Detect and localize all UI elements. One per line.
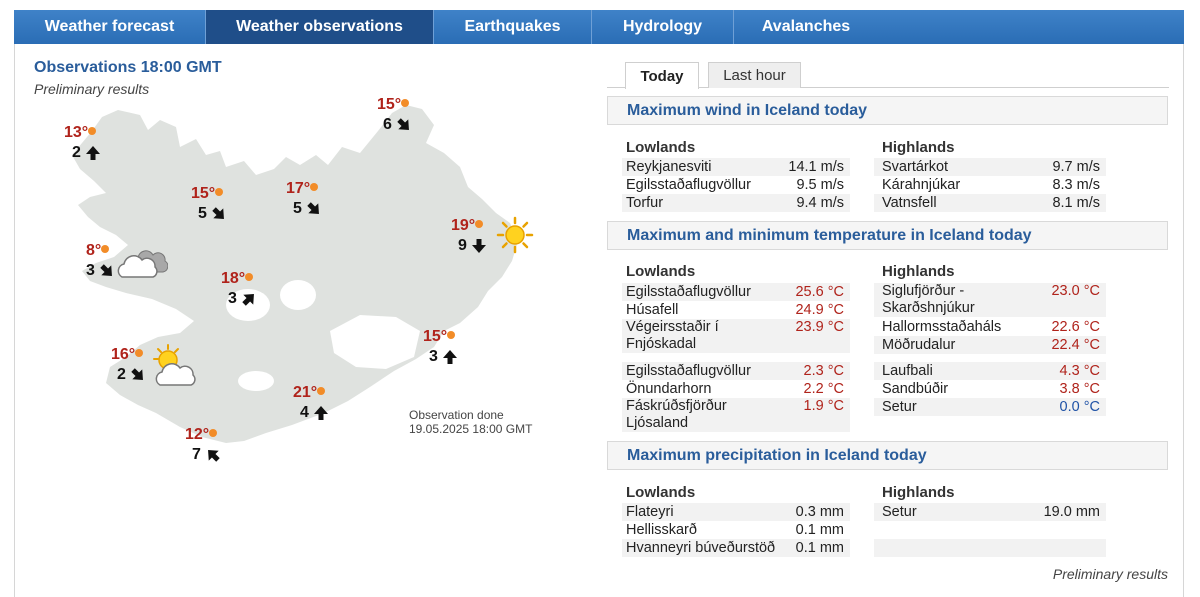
table-row: Flateyri 0.3 mm: [622, 503, 850, 521]
tab-hydrology[interactable]: Hydrology: [592, 10, 734, 44]
observation-time: Observation done 19.05.2025 18:00 GMT: [409, 408, 533, 436]
table-row: Sandbúðir 3.8 °C: [882, 381, 1100, 397]
tab-last-hour[interactable]: Last hour: [708, 62, 801, 88]
table-row: Hallormsstaðaháls 22.6 °C: [882, 319, 1100, 335]
lowlands-label: Lowlands: [626, 139, 696, 156]
tab-avalanches[interactable]: Avalanches: [761, 18, 851, 35]
empty-row: [874, 539, 1106, 557]
station-marker[interactable]: 21° 4: [293, 383, 329, 423]
wind-arrow-icon: [207, 449, 220, 462]
lowlands-label: Lowlands: [626, 263, 696, 280]
station-marker[interactable]: 15° 5: [191, 184, 227, 224]
station-marker[interactable]: 8° 3: [86, 241, 115, 281]
wind-section-title: Maximum wind in Iceland today: [607, 96, 1168, 125]
table-row: Hvanneyri búveðurstöð 0.1 mm: [622, 539, 850, 557]
cloud-icon: [117, 250, 168, 278]
station-marker[interactable]: 13° 2: [64, 123, 101, 163]
wind-arrow-icon: [471, 238, 486, 253]
table-row: Möðrudalur 22.4 °C: [874, 336, 1106, 354]
table-row: Setur 0.0 °C: [874, 398, 1106, 416]
table-row: Siglufjörður - Skarðshnjúkur 23.0 °C: [874, 283, 1106, 317]
tab-earthquakes[interactable]: Earthquakes: [434, 10, 592, 44]
highlands-label: Highlands: [882, 484, 955, 501]
station-marker[interactable]: 15° 6: [377, 95, 412, 135]
glacier-langjokull: [226, 289, 270, 321]
table-row: Vatnsfell 8.1 m/s: [874, 194, 1106, 212]
station-marker[interactable]: 17° 5: [286, 179, 322, 219]
wind-arrow-icon: [212, 207, 224, 219]
highlands-label: Highlands: [882, 263, 955, 280]
table-row: Egilsstaðaflugvöllur 9.5 m/s: [626, 177, 844, 193]
station-marker[interactable]: 16° 2: [111, 345, 146, 385]
tab-weather-observations[interactable]: Weather observations: [206, 10, 434, 44]
table-row: Húsafell 24.9 °C: [626, 302, 844, 318]
wind-arrow-icon: [100, 264, 112, 276]
wind-arrow-icon: [242, 293, 254, 306]
table-row: Svartárkot 9.7 m/s: [874, 158, 1106, 176]
wind-arrow-icon: [313, 405, 328, 420]
precipitation-section-title: Maximum precipitation in Iceland today: [607, 441, 1168, 470]
table-row: Végeirsstaðir í Fnjóskadal 23.9 °C: [622, 319, 850, 353]
sun-icon: [496, 216, 534, 254]
partly-cloudy-icon: [153, 344, 196, 386]
station-marker[interactable]: 12° 7: [185, 425, 221, 465]
wind-arrow-icon: [85, 145, 100, 160]
table-row: Setur 19.0 mm: [874, 503, 1106, 521]
wind-arrow-icon: [307, 202, 319, 214]
wind-arrow-icon: [442, 349, 457, 364]
observations-title: Observations 18:00 GMT: [34, 59, 222, 76]
table-row: Fáskrúðsfjörður Ljósaland 1.9 °C: [622, 398, 850, 432]
preliminary-note: Preliminary results: [1052, 566, 1168, 582]
temperature-section-title: Maximum and minimum temperature in Icela…: [607, 221, 1168, 250]
wind-arrow-icon: [131, 368, 143, 380]
highlands-label: Highlands: [882, 139, 955, 156]
iceland-map[interactable]: [30, 95, 550, 475]
glacier-hofsjokull: [280, 280, 316, 310]
table-row: Hellisskarð 0.1 mm: [626, 522, 844, 538]
table-row: Önundarhorn 2.2 °C: [626, 381, 844, 397]
observations-subtitle: Preliminary results: [34, 81, 150, 97]
table-row: Egilsstaðaflugvöllur 2.3 °C: [622, 362, 850, 380]
glacier-vatnajokull: [330, 315, 420, 369]
tab-today[interactable]: Today: [625, 62, 699, 89]
wind-arrow-icon: [397, 118, 409, 130]
table-row: Torfur 9.4 m/s: [622, 194, 850, 212]
content-frame: [14, 44, 1184, 597]
period-tabs: Today Last hour: [607, 62, 1169, 89]
station-marker[interactable]: 19° 9: [451, 216, 487, 256]
table-row: Egilsstaðaflugvöllur 25.6 °C: [622, 283, 850, 301]
station-marker[interactable]: 18° 3: [221, 269, 257, 309]
table-row: Kárahnjúkar 8.3 m/s: [882, 177, 1100, 193]
table-row: Laufbali 4.3 °C: [874, 362, 1106, 380]
glacier-myrdalsjokull: [238, 371, 274, 391]
tab-weather-forecast[interactable]: Weather forecast: [14, 10, 206, 44]
table-row: Reykjanesviti 14.1 m/s: [622, 158, 850, 176]
main-nav: Weather forecast Weather observations Ea…: [14, 10, 1184, 44]
lowlands-label: Lowlands: [626, 484, 696, 501]
station-marker[interactable]: 15° 3: [423, 327, 458, 367]
